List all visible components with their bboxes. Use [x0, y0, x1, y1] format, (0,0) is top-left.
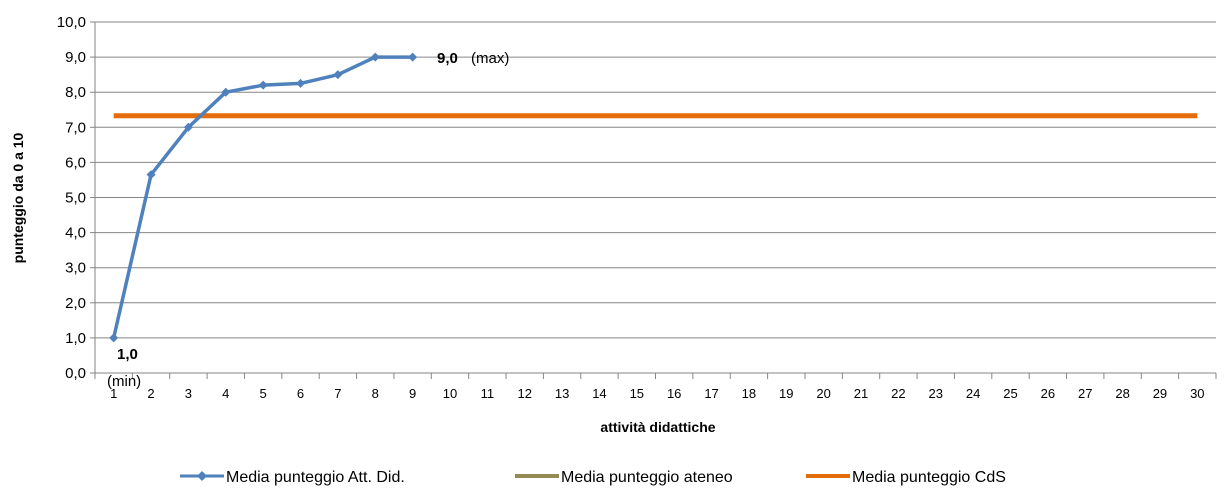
x-tick-label: 14 — [592, 386, 606, 401]
y-tick-label: 9,0 — [65, 49, 86, 66]
x-tick-label: 4 — [222, 386, 229, 401]
x-tick-label: 30 — [1190, 386, 1204, 401]
data-point-marker — [109, 333, 119, 343]
legend-item-ateneo: Media punteggio ateneo — [515, 469, 733, 486]
annotations: 1,0 (min) 9,0 (max) — [107, 50, 509, 390]
y-tick-label: 1,0 — [65, 330, 86, 347]
x-tick-label: 18 — [742, 386, 756, 401]
x-tick-label: 28 — [1115, 386, 1129, 401]
x-tick-label: 19 — [779, 386, 793, 401]
max-tag-label: (max) — [471, 50, 509, 67]
x-tick-label: 16 — [667, 386, 681, 401]
x-tick-label: 29 — [1153, 386, 1167, 401]
x-tick-label: 26 — [1041, 386, 1055, 401]
x-tick-label: 10 — [443, 386, 457, 401]
y-tick-label: 5,0 — [65, 190, 86, 207]
data-point-marker — [408, 52, 418, 62]
x-tick-label: 8 — [372, 386, 379, 401]
x-tick-label: 12 — [517, 386, 531, 401]
y-tick-label: 10,0 — [57, 14, 86, 31]
x-tick-label: 6 — [297, 386, 304, 401]
min-value-label: 1,0 — [117, 346, 138, 363]
legend-label-cds: Media punteggio CdS — [852, 469, 1006, 486]
legend: Media punteggio Att. Did. Media punteggi… — [180, 469, 1006, 486]
data-point-marker — [370, 52, 380, 62]
x-tick-label: 21 — [854, 386, 868, 401]
x-tick-label: 22 — [891, 386, 905, 401]
series-att-did-group — [109, 52, 418, 343]
x-tick-label: 3 — [185, 386, 192, 401]
min-tag-label: (min) — [107, 373, 141, 390]
x-tick-label: 24 — [966, 386, 980, 401]
y-tick-label: 7,0 — [65, 119, 86, 136]
legend-item-cds: Media punteggio CdS — [806, 469, 1006, 486]
y-tick-label: 6,0 — [65, 154, 86, 171]
max-value-label: 9,0 — [437, 50, 458, 67]
legend-marker-att-did — [197, 471, 207, 481]
y-tick-label: 3,0 — [65, 260, 86, 277]
data-point-marker — [183, 122, 193, 132]
legend-label-ateneo: Media punteggio ateneo — [561, 469, 733, 486]
x-tick-label: 7 — [334, 386, 341, 401]
data-point-marker — [296, 78, 306, 88]
y-tick-label: 0,0 — [65, 365, 86, 382]
gridlines — [95, 21, 1216, 339]
y-axis-title: punteggio da 0 a 10 — [10, 132, 26, 263]
x-tick-label: 2 — [147, 386, 154, 401]
x-tick-label: 20 — [816, 386, 830, 401]
x-axis: 1 2 3 4 5 6 7 8 9 10 11 12 13 14 15 16 17 18 19 20 21 22 23 24 2… — [94, 22, 1217, 401]
x-tick-label: 27 — [1078, 386, 1092, 401]
legend-item-att-did: Media punteggio Att. Did. — [180, 469, 405, 486]
x-tick-label: 11 — [481, 386, 495, 401]
x-tick-label: 5 — [260, 386, 267, 401]
x-tick-label: 15 — [630, 386, 644, 401]
data-point-marker — [221, 87, 231, 97]
data-point-marker — [333, 70, 343, 80]
x-tick-label: 9 — [409, 386, 416, 401]
y-tick-label: 2,0 — [65, 295, 86, 312]
x-axis-title: attività didattiche — [600, 419, 715, 435]
x-tick-label: 25 — [1003, 386, 1017, 401]
y-tick-label: 4,0 — [65, 225, 86, 242]
y-axis-ticks: 0,0 1,0 2,0 3,0 4,0 5,0 6,0 7,0 8,0 9,0 10,0 — [57, 14, 95, 382]
x-tick-label: 1 — [110, 386, 117, 401]
x-tick-label: 13 — [555, 386, 569, 401]
legend-label-att-did: Media punteggio Att. Did. — [226, 469, 405, 486]
data-point-marker — [146, 170, 156, 180]
x-tick-label: 23 — [929, 386, 943, 401]
x-tick-label: 17 — [704, 386, 718, 401]
data-point-marker — [258, 80, 268, 90]
y-tick-label: 8,0 — [65, 84, 86, 101]
